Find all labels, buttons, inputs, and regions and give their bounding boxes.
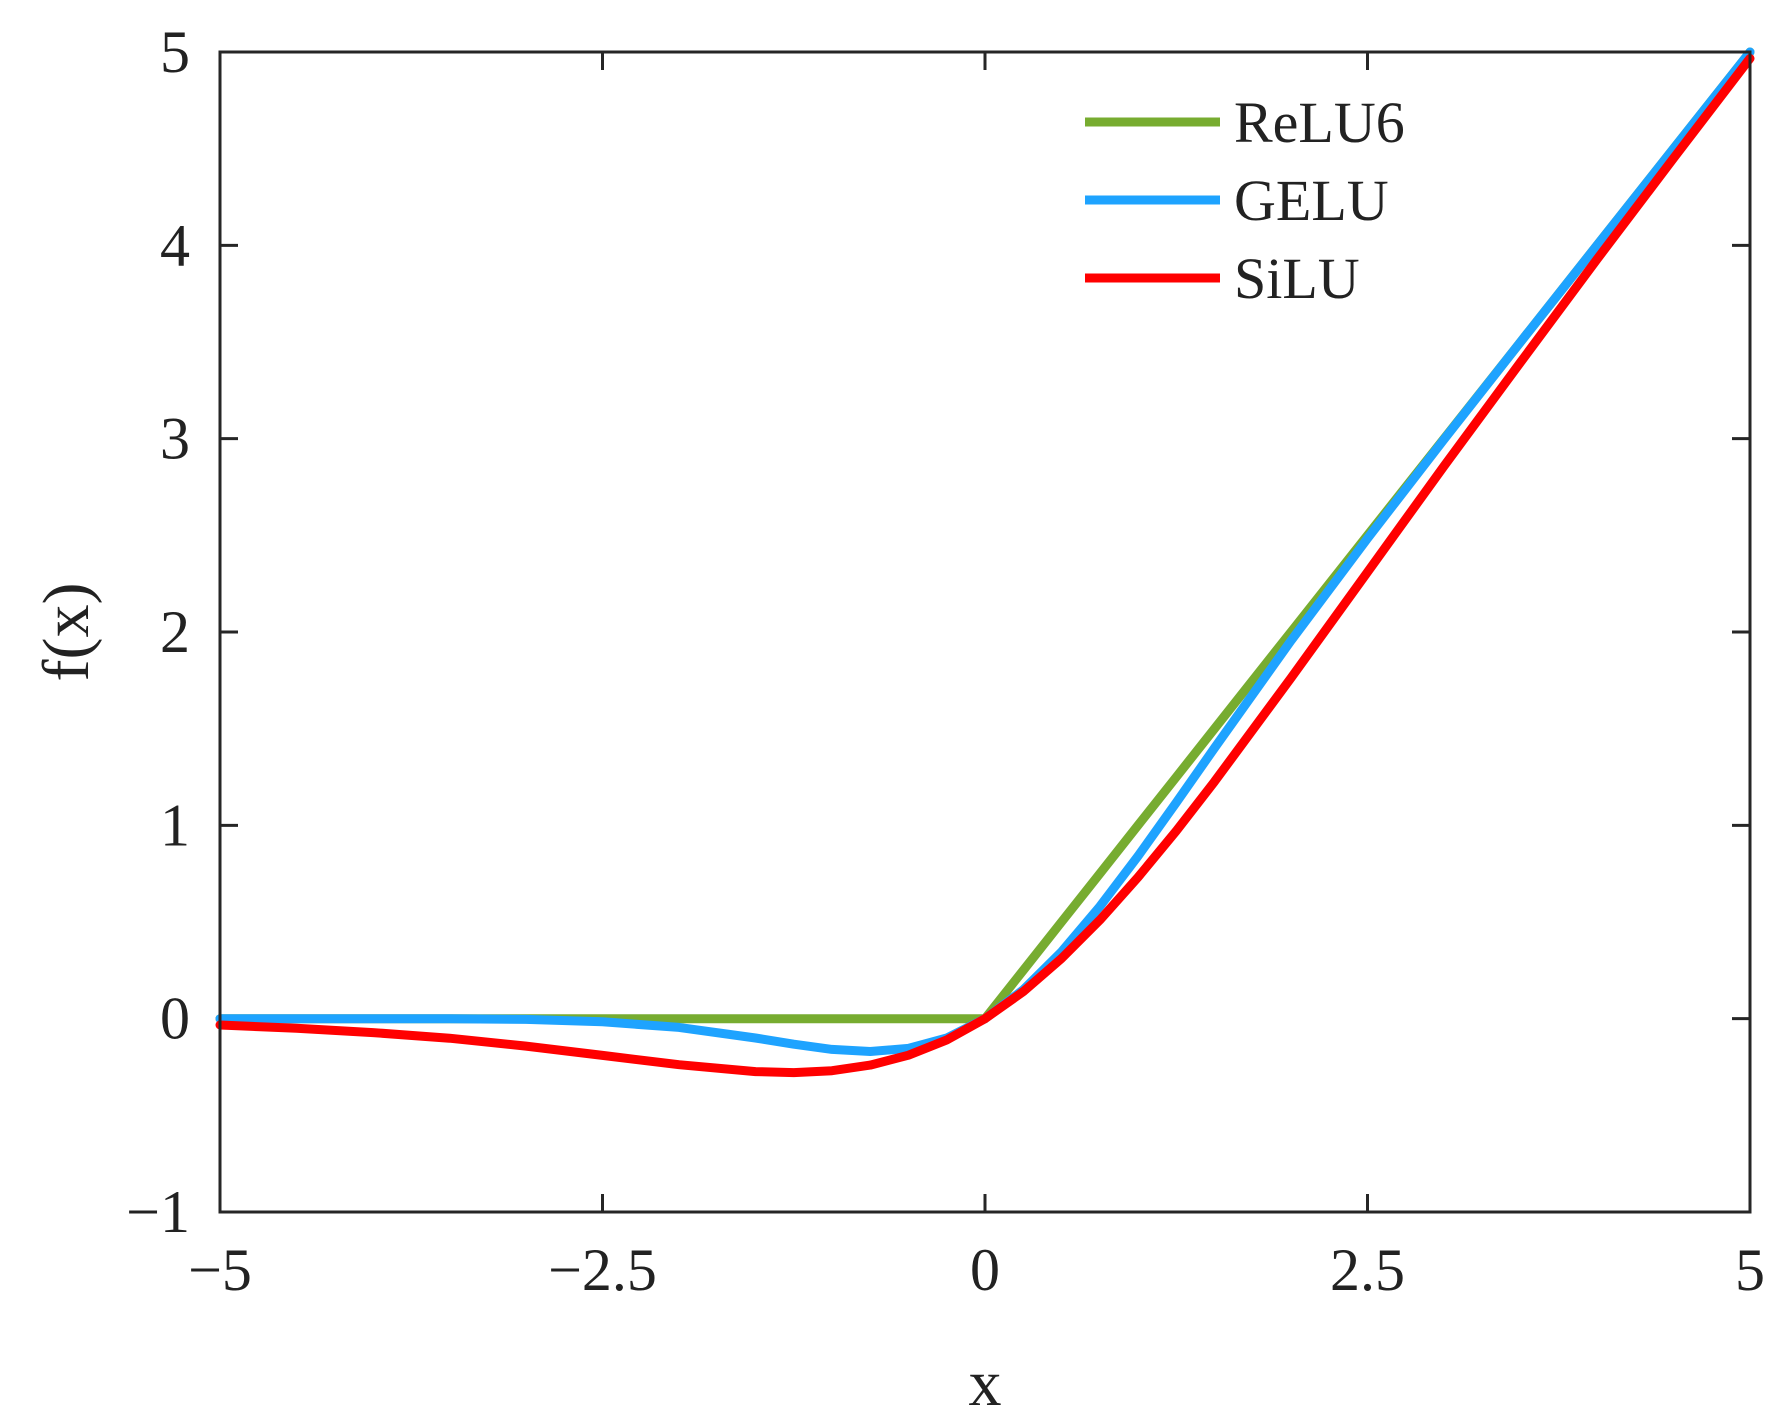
legend: ReLU6 GELU SiLU bbox=[1085, 90, 1405, 311]
y-tick-label: 2 bbox=[160, 599, 190, 665]
plot-frame bbox=[218, 50, 1752, 1214]
legend-label-gelu: GELU bbox=[1234, 168, 1389, 233]
y-tick-label: 3 bbox=[160, 406, 190, 472]
y-tick-label: 1 bbox=[160, 792, 190, 858]
plot-series bbox=[215, 47, 1755, 1078]
y-tick-label: −1 bbox=[126, 1179, 190, 1245]
x-tick-label: −5 bbox=[188, 1237, 252, 1303]
x-tick-label: −2.5 bbox=[548, 1237, 657, 1303]
series-line-silu bbox=[215, 53, 1755, 1078]
y-axis-label: f(x) bbox=[30, 583, 103, 682]
legend-label-relu6: ReLU6 bbox=[1234, 90, 1405, 155]
y-tick-label: 4 bbox=[160, 212, 190, 278]
tick-labels: −5 −2.5 0 2.5 5 −1 0 1 2 3 4 5 bbox=[126, 19, 1765, 1303]
y-tick-label: 5 bbox=[160, 19, 190, 85]
x-tick-label: 5 bbox=[1735, 1237, 1765, 1303]
x-tick-label: 0 bbox=[970, 1237, 1000, 1303]
x-tick-label: 2.5 bbox=[1330, 1237, 1405, 1303]
legend-label-silu: SiLU bbox=[1234, 246, 1360, 311]
x-axis-label: x bbox=[969, 1347, 1002, 1420]
y-tick-label: 0 bbox=[160, 986, 190, 1052]
